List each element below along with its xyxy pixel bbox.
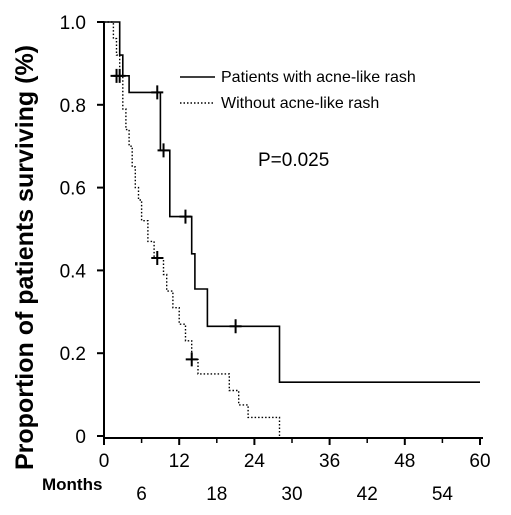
x-tick-label-bottom: 54 — [432, 484, 454, 505]
legend: Patients with acne-like rash Without acn… — [180, 69, 416, 112]
censor-mark-rash — [157, 143, 170, 158]
x-ticks: 0 12 24 36 48 60 6 18 30 42 54 — [99, 438, 491, 505]
y-ticks: 0 0.2 0.4 0.6 0.8 1.0 — [60, 13, 104, 448]
series-line-rash — [104, 21, 480, 383]
y-tick-label: 0.8 — [60, 96, 86, 117]
x-tick-label-bottom: 42 — [357, 484, 378, 505]
y-tick-label: 0.4 — [60, 261, 87, 282]
y-axis-title: Proportion of patients surviving (%) — [11, 45, 39, 470]
x-tick-label-top: 36 — [319, 451, 340, 472]
x-tick-label-bottom: 30 — [281, 484, 302, 505]
x-tick-label-bottom: 6 — [136, 484, 147, 505]
x-tick-label-top: 12 — [169, 451, 190, 472]
x-tick-label-top: 0 — [99, 451, 110, 472]
p-value-annotation: P=0.025 — [258, 150, 329, 171]
axes — [103, 22, 483, 439]
x-tick-label-top: 24 — [244, 451, 266, 472]
x-tick-label-top: 48 — [394, 451, 415, 472]
censor-mark-no-rash — [113, 68, 126, 83]
censor-mark-rash — [229, 319, 242, 334]
censor-mark-rash — [151, 85, 164, 100]
censor-mark-rash — [179, 209, 192, 224]
series-line-no-rash — [104, 21, 281, 436]
y-tick-label: 0.2 — [60, 344, 86, 365]
x-tick-label-top: 60 — [469, 451, 490, 472]
legend-label-rash: Patients with acne-like rash — [221, 69, 416, 86]
x-tick-label-bottom: 18 — [206, 484, 227, 505]
censor-mark-no-rash — [151, 250, 164, 265]
series-layer — [104, 21, 480, 436]
y-tick-label: 0.6 — [60, 179, 86, 200]
y-tick-label: 1.0 — [60, 13, 86, 34]
y-tick-label: 0 — [75, 427, 86, 448]
x-axis-title: Months — [42, 475, 102, 494]
legend-label-no-rash: Without acne-like rash — [221, 95, 379, 112]
censor-mark-no-rash — [185, 352, 198, 367]
